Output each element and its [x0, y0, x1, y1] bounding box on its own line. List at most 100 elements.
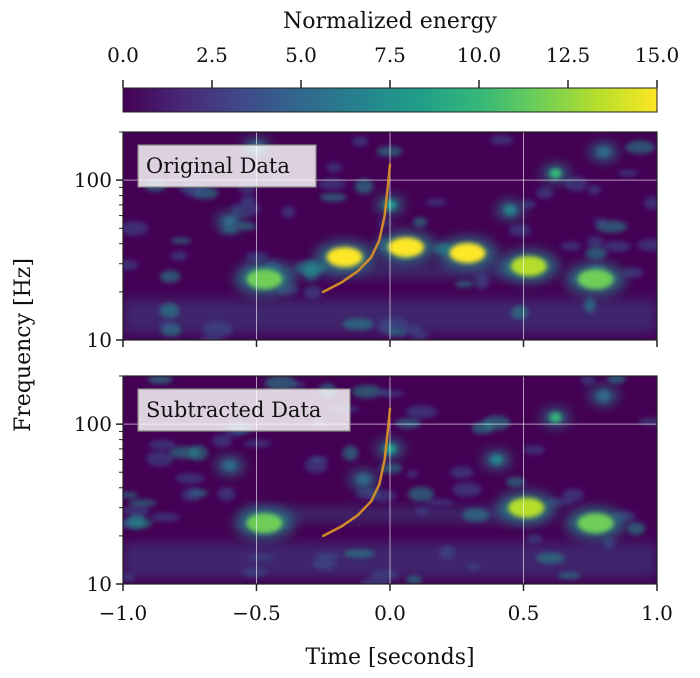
x-tick-label: −0.5	[232, 601, 281, 625]
noise-speckle	[406, 575, 422, 584]
noise-speckle	[618, 169, 639, 177]
noise-speckle	[171, 237, 192, 244]
noise-speckle	[128, 499, 157, 507]
noise-speckle	[395, 418, 421, 429]
noise-speckle	[342, 445, 359, 461]
noise-speckle	[123, 221, 149, 236]
colorbar-tick-label: 5.0	[285, 43, 317, 67]
energy-blob	[597, 146, 610, 157]
noise-speckle	[123, 259, 139, 271]
x-tick-label: 1.0	[641, 601, 673, 625]
noise-speckle	[400, 325, 423, 333]
noise-speckle	[425, 199, 448, 206]
noise-speckle	[212, 434, 232, 448]
noise-speckle	[314, 552, 341, 560]
noise-speckle	[466, 563, 481, 570]
noise-speckle	[583, 298, 596, 313]
noise-speckle	[602, 537, 616, 550]
noise-speckle	[439, 545, 455, 560]
noise-speckle	[489, 135, 514, 145]
x-tick-label: 0.5	[508, 601, 540, 625]
panel-title-background	[137, 388, 351, 432]
noise-speckle	[622, 266, 644, 278]
noise-speckle	[230, 201, 261, 218]
x-tick-label: 0.0	[374, 601, 406, 625]
noise-speckle	[586, 236, 604, 249]
y-tick-label: 10	[87, 328, 112, 352]
panel-original-data: Original Data 10 100	[74, 131, 658, 352]
energy-blob	[577, 513, 614, 534]
energy-blob	[597, 390, 610, 401]
noise-speckle	[217, 486, 236, 502]
noise-speckle	[201, 321, 233, 338]
noise-speckle	[407, 486, 435, 502]
noise-speckle	[562, 488, 584, 502]
noise-speckle	[452, 482, 482, 497]
energy-blob	[510, 256, 547, 277]
noise-speckle	[318, 178, 346, 190]
chirp-track	[322, 163, 392, 294]
energy-blob	[549, 412, 562, 423]
noise-speckle	[241, 567, 268, 578]
energy-blob	[504, 205, 517, 216]
noise-speckle	[523, 445, 545, 455]
noise-speckle	[414, 507, 431, 515]
energy-blob	[246, 269, 283, 290]
noise-speckle	[606, 376, 626, 384]
noise-speckle	[462, 507, 490, 523]
noise-speckle	[247, 554, 274, 561]
noise-speckle	[319, 192, 347, 202]
panel-subtracted-data: Subtracted Data 10 100 −1.0 −0.5 0.0 0.5 1.0	[74, 375, 673, 625]
colorbar-tick-label: 0.0	[107, 43, 139, 67]
noise-speckle	[123, 505, 150, 517]
energy-blob	[357, 474, 370, 485]
noise-speckle	[585, 247, 608, 261]
chirp-track	[322, 407, 392, 538]
noise-speckle	[638, 417, 657, 426]
colorbar-ticks: 0.0 2.5 5.0 7.5 10.0 12.5 15.0	[107, 43, 679, 112]
noise-speckle	[474, 273, 490, 290]
noise-speckle	[424, 499, 455, 506]
y-axis-label: Frequency [Hz]	[11, 258, 36, 432]
noise-speckle	[159, 321, 176, 331]
energy-blob	[326, 247, 363, 268]
noise-speckle	[147, 376, 173, 385]
noise-speckle	[627, 521, 646, 536]
noise-speckle	[198, 336, 224, 340]
noise-speckle	[625, 140, 655, 154]
noise-speckle	[370, 570, 401, 580]
heatmap-layer	[123, 376, 657, 584]
noise-speckle	[471, 421, 494, 435]
colorbar-tick-label: 10.0	[457, 43, 502, 67]
noise-speckle	[526, 534, 543, 544]
noise-speckle	[150, 512, 180, 522]
noise-speckle	[312, 557, 337, 570]
noise-speckle	[354, 178, 374, 194]
noise-speckle	[159, 302, 180, 319]
noise-speckle	[181, 487, 202, 502]
noise-speckle	[412, 217, 428, 227]
noise-speckle	[148, 439, 176, 450]
noise-speckle	[303, 285, 322, 300]
noise-speckle	[587, 185, 601, 195]
noise-speckle	[508, 224, 532, 237]
colorbar: Normalized energy 0.0 2.5 5.0 7.5 10.0 12.5 15…	[107, 9, 679, 113]
colorbar-label: Normalized energy	[283, 9, 498, 34]
y-tick-label: 10	[87, 572, 112, 596]
noise-speckle	[175, 473, 205, 484]
noise-speckle	[169, 446, 200, 459]
noise-speckle	[244, 439, 272, 448]
colorbar-tick-label: 15.0	[635, 43, 680, 67]
noise-speckle	[264, 376, 297, 391]
noise-speckle	[170, 250, 188, 261]
noise-speckle	[326, 162, 342, 173]
noise-speckle	[405, 405, 437, 419]
noise-speckle	[602, 241, 632, 252]
noise-speckle	[593, 217, 608, 226]
noise-speckle	[146, 450, 174, 467]
energy-blob	[490, 454, 503, 465]
noise-speckle	[342, 318, 374, 331]
noise-speckle	[352, 385, 381, 399]
panel-title-box: Original Data	[137, 144, 317, 188]
